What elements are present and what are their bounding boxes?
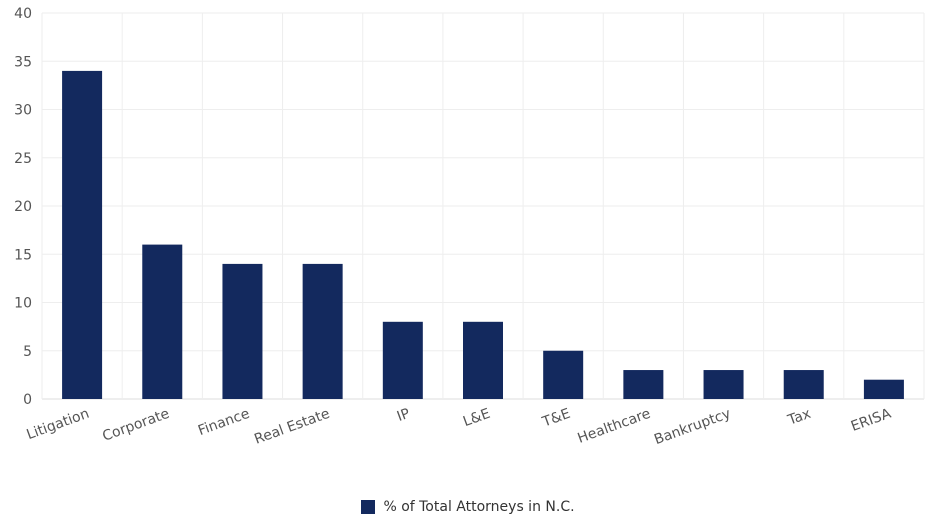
y-tick-label: 35 (14, 54, 32, 70)
y-tick-label: 0 (23, 392, 32, 408)
bars-layer (62, 70, 904, 400)
x-axis-labels: Litigation Corporate Finance Real Estate IP L… (25, 406, 894, 449)
bar[interactable] (62, 70, 103, 400)
bar[interactable] (382, 321, 423, 399)
x-tick-label: Bankruptcy (652, 406, 733, 448)
x-tick-label: Healthcare (576, 406, 653, 447)
legend-label: % of Total Attorneys in N.C. (383, 499, 575, 515)
y-tick-label: 40 (14, 6, 32, 22)
bar[interactable] (623, 370, 664, 399)
bar[interactable] (302, 263, 343, 399)
y-axis-ticks: 0 5 10 15 20 25 30 35 40 (14, 6, 32, 408)
grid-layer (41, 12, 925, 400)
bar[interactable] (703, 370, 744, 399)
bar-chart: 0 5 10 15 20 25 30 35 40 Litigation Corporate Fina… (14, 6, 925, 449)
x-tick-label: Tax (785, 406, 813, 429)
y-tick-label: 25 (14, 151, 32, 167)
x-tick-label: Corporate (100, 406, 171, 445)
y-tick-label: 5 (23, 344, 32, 360)
x-tick-label: Real Estate (252, 406, 332, 448)
y-tick-label: 30 (14, 103, 32, 119)
y-tick-label: 15 (14, 247, 32, 263)
legend-swatch (361, 500, 376, 514)
bar[interactable] (783, 370, 824, 399)
x-tick-label: IP (395, 406, 412, 425)
y-tick-label: 20 (14, 199, 32, 215)
x-tick-label: Finance (196, 406, 252, 439)
x-tick-label: ERISA (849, 406, 894, 435)
legend: % of Total Attorneys in N.C. (0, 499, 936, 515)
x-tick-label: T&E (540, 406, 573, 431)
bar[interactable] (222, 263, 263, 399)
bar[interactable] (463, 321, 503, 399)
y-tick-label: 10 (14, 296, 32, 312)
bar[interactable] (863, 379, 904, 399)
x-tick-label: L&E (461, 406, 492, 430)
bar[interactable] (142, 244, 183, 399)
bar[interactable] (543, 350, 584, 399)
x-tick-label: Litigation (25, 406, 92, 443)
